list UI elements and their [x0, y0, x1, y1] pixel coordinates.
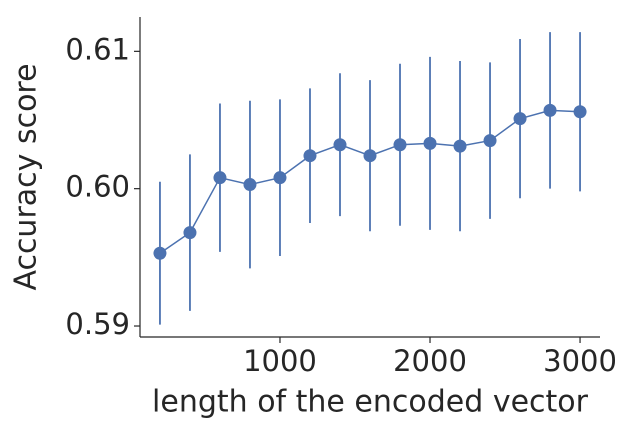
point [513, 112, 527, 126]
y-tick-label: 0.60 [65, 170, 130, 204]
x-tick-label: 3000 [543, 344, 617, 378]
point [333, 138, 347, 152]
y-axis-label: Accuracy score [9, 63, 44, 290]
y-tick-label: 0.61 [65, 32, 130, 66]
point [573, 105, 587, 119]
point [273, 171, 287, 185]
point [213, 171, 227, 185]
point [543, 103, 557, 117]
point [393, 138, 407, 152]
x-tick-label: 2000 [393, 344, 467, 378]
x-tick-label: 1000 [243, 344, 317, 378]
point [303, 149, 317, 163]
point [483, 134, 497, 148]
y-tick-label: 0.59 [65, 307, 130, 341]
point [423, 136, 437, 150]
point [453, 139, 467, 153]
x-axis-label: length of the encoded vector [152, 385, 589, 420]
point [363, 149, 377, 163]
point [183, 226, 197, 240]
point [243, 178, 257, 192]
point [153, 246, 167, 260]
